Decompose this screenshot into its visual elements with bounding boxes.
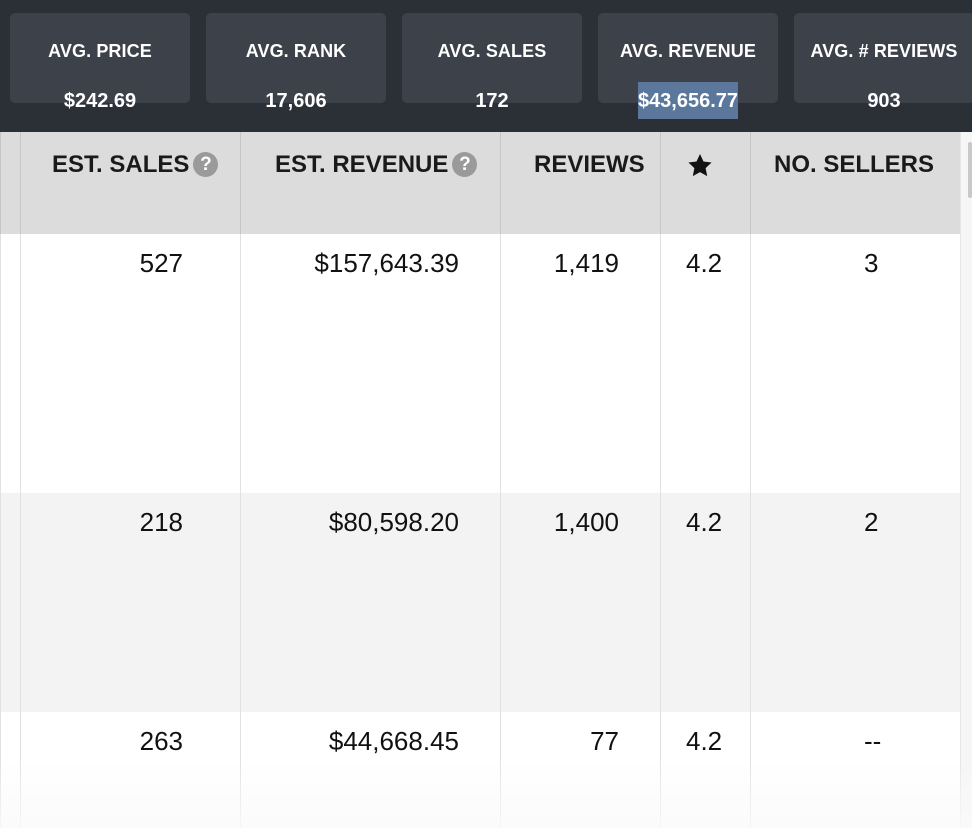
cell-reviews: 1,400 (500, 493, 660, 712)
header-est-sales-wrap: EST. SALES? (52, 151, 219, 179)
stat-card-avg-sales: AVG. SALES 172 (402, 13, 582, 112)
stat-label: AVG. # REVIEWS (810, 41, 958, 61)
help-icon[interactable]: ? (452, 152, 478, 177)
est-sales-value: 218 (139, 507, 183, 537)
cell-no-sellers: -- (750, 712, 960, 828)
header-est-sales[interactable]: EST. SALES? (20, 132, 240, 234)
results-table: EST. SALES? EST. REVENUE? REVIEWS NO. SE… (0, 132, 960, 828)
cell-truncated (0, 234, 20, 493)
no-sellers-value[interactable]: 2 (864, 507, 879, 537)
no-sellers-value: -- (864, 726, 882, 756)
star-icon (686, 152, 714, 179)
table-row[interactable]: 218 $80,598.20 1,400 4.2 2 (0, 493, 960, 712)
cell-reviews: 77 (500, 712, 660, 828)
header-est-sales-label: EST. SALES (52, 151, 190, 178)
cell-est-revenue: $44,668.45 (240, 712, 500, 828)
stat-label: AVG. RANK (245, 41, 347, 61)
cell-truncated (0, 712, 20, 828)
stat-value[interactable]: 17,606 (265, 90, 327, 112)
header-reviews-label: REVIEWS (534, 151, 645, 178)
stat-label: AVG. SALES (437, 41, 547, 61)
est-revenue-value: $157,643.39 (314, 248, 459, 278)
header-cell-truncated (0, 132, 20, 234)
cell-reviews: 1,419 (500, 234, 660, 493)
header-est-revenue-wrap: EST. REVENUE? (275, 151, 478, 179)
stat-card-avg-rank: AVG. RANK 17,606 (206, 13, 386, 112)
stat-card-avg-reviews: AVG. # REVIEWS 903 (794, 13, 972, 112)
table-row[interactable]: 263 $44,668.45 77 4.2 -- (0, 712, 960, 828)
rating-value: 4.2 (686, 507, 723, 537)
table-header-row: EST. SALES? EST. REVENUE? REVIEWS NO. SE… (0, 132, 960, 234)
cell-no-sellers: 3 (750, 234, 960, 493)
cell-est-revenue: $80,598.20 (240, 493, 500, 712)
no-sellers-value[interactable]: 3 (864, 248, 879, 278)
est-revenue-value: $80,598.20 (328, 507, 459, 537)
header-rating[interactable] (660, 132, 750, 234)
header-no-sellers-label: NO. SELLERS (774, 151, 935, 178)
cell-est-revenue: $157,643.39 (240, 234, 500, 493)
reviews-value: 1,419 (553, 248, 619, 278)
header-est-revenue[interactable]: EST. REVENUE? (240, 132, 500, 234)
est-sales-value: 263 (139, 726, 183, 756)
stat-value[interactable]: 172 (475, 90, 509, 112)
cell-rating: 4.2 (660, 493, 750, 712)
stats-summary-bar: AVG. PRICE $242.69 AVG. RANK 17,606 AVG.… (0, 0, 972, 132)
stat-value[interactable]: 903 (867, 90, 901, 112)
stat-card-avg-revenue: AVG. REVENUE $43,656.77 (598, 13, 778, 119)
rating-value: 4.2 (686, 726, 723, 756)
est-sales-value: 527 (139, 248, 183, 278)
cell-rating: 4.2 (660, 234, 750, 493)
header-reviews[interactable]: REVIEWS (500, 132, 660, 234)
vertical-scrollbar[interactable] (960, 132, 972, 828)
cell-rating: 4.2 (660, 712, 750, 828)
rating-value: 4.2 (686, 248, 723, 278)
stat-card-avg-price: AVG. PRICE $242.69 (10, 13, 190, 112)
header-no-sellers[interactable]: NO. SELLERS (750, 132, 960, 234)
cell-truncated (0, 493, 20, 712)
cell-est-sales: 527 (20, 234, 240, 493)
text-selection-highlight[interactable]: $43,656.77 (637, 82, 739, 119)
help-icon[interactable]: ? (193, 152, 219, 177)
stat-value-selected[interactable]: $43,656.77 (598, 82, 778, 119)
stat-label: AVG. REVENUE (620, 41, 756, 61)
header-est-revenue-label: EST. REVENUE (275, 151, 449, 178)
reviews-value: 1,400 (553, 507, 619, 537)
table-row[interactable]: 527 $157,643.39 1,419 4.2 3 (0, 234, 960, 493)
est-revenue-value: $44,668.45 (328, 726, 459, 756)
stat-label: AVG. PRICE (48, 41, 152, 61)
scrollbar-thumb[interactable] (968, 142, 972, 198)
stat-value[interactable]: $242.69 (63, 90, 137, 112)
cell-no-sellers: 2 (750, 493, 960, 712)
cell-est-sales: 218 (20, 493, 240, 712)
cell-est-sales: 263 (20, 712, 240, 828)
reviews-value: 77 (590, 726, 619, 756)
